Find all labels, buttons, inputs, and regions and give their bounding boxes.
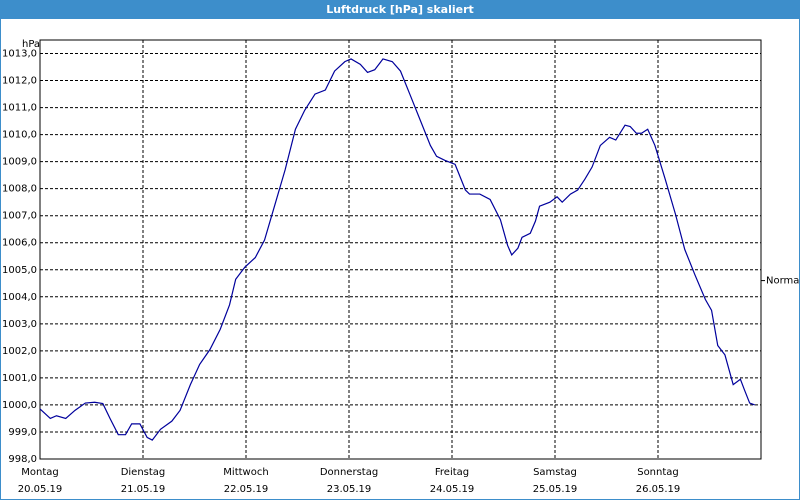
x-tick-date: 25.05.19 bbox=[533, 484, 578, 495]
x-tick-date: 23.05.19 bbox=[327, 484, 372, 495]
line-series bbox=[39, 58, 756, 441]
y-tick-label: 1010,0 bbox=[2, 130, 37, 141]
y-axis-label: hPa bbox=[22, 39, 40, 50]
x-tick-label: Donnerstag bbox=[320, 467, 378, 478]
x-tick-label: Sonntag bbox=[637, 467, 679, 478]
y-tick-label: 1004,0 bbox=[2, 292, 37, 303]
y-tick-label: 1008,0 bbox=[2, 184, 37, 195]
y-tick-label: 1007,0 bbox=[2, 211, 37, 222]
y-tick-label: 1012,0 bbox=[2, 76, 37, 87]
x-tick-label: Samstag bbox=[533, 467, 577, 478]
window-body bbox=[1, 19, 799, 499]
y-tick-label: 1013,0 bbox=[2, 49, 37, 60]
x-tick-label: Mittwoch bbox=[223, 467, 268, 478]
y-tick-label: 998,0 bbox=[8, 454, 37, 465]
x-tick-label: Montag bbox=[21, 467, 58, 478]
plot-frame bbox=[39, 39, 762, 460]
x-tick-date: 20.05.19 bbox=[18, 484, 63, 495]
y-tick-label: 1009,0 bbox=[2, 157, 37, 168]
y-tick-label: 999,0 bbox=[8, 427, 37, 438]
x-tick-date: 24.05.19 bbox=[430, 484, 475, 495]
x-tick-label: Dienstag bbox=[121, 467, 166, 478]
x-tick-date: 22.05.19 bbox=[224, 484, 269, 495]
y-tick-label: 1005,0 bbox=[2, 265, 37, 276]
y-tick-label: 1006,0 bbox=[2, 238, 37, 249]
annotation-label: Normal bbox=[766, 276, 800, 287]
y-tick-label: 1001,0 bbox=[2, 373, 37, 384]
x-tick-label: Freitag bbox=[435, 467, 469, 478]
y-tick-label: 1000,0 bbox=[2, 400, 37, 411]
x-tick-date: 26.05.19 bbox=[636, 484, 681, 495]
y-tick-label: 1011,0 bbox=[2, 103, 37, 114]
y-tick-label: 1003,0 bbox=[2, 319, 37, 330]
x-tick-date: 21.05.19 bbox=[121, 484, 166, 495]
y-tick-label: 1002,0 bbox=[2, 346, 37, 357]
chart-title: Luftdruck [hPa] skaliert bbox=[326, 3, 474, 16]
